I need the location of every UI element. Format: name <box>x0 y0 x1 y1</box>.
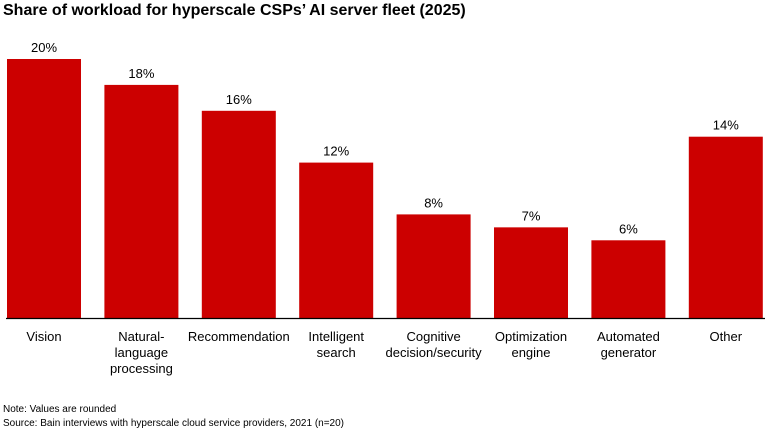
category-label: Cognitive decision/security <box>385 329 482 360</box>
bar <box>299 162 374 318</box>
data-label: 6% <box>619 221 638 236</box>
data-label: 12% <box>323 144 349 159</box>
source-text: Source: Bain interviews with hyperscale … <box>3 418 345 429</box>
data-label: 7% <box>522 208 541 223</box>
category-label: Vision <box>26 329 62 344</box>
category-label: Natural- language processing <box>109 329 173 376</box>
data-label: 16% <box>226 92 252 107</box>
category-label: Recommendation <box>187 329 290 344</box>
bar <box>494 227 568 318</box>
bar <box>688 136 763 318</box>
category-label: Other <box>709 329 743 344</box>
bar <box>396 214 471 318</box>
bar <box>201 110 276 318</box>
data-label: 14% <box>713 118 739 133</box>
category-label: Automated generator <box>596 329 660 360</box>
data-label: 8% <box>424 195 443 210</box>
bar <box>591 240 666 318</box>
note-text: Note: Values are rounded <box>3 404 117 415</box>
data-label: 18% <box>128 66 154 81</box>
category-label: Intelligent search <box>308 329 365 360</box>
bar <box>104 84 179 319</box>
category-label: Optimization engine <box>494 329 568 360</box>
chart-title: Share of workload for hyperscale CSPs’ A… <box>3 2 466 19</box>
data-label: 20% <box>31 40 57 55</box>
bar <box>7 59 81 318</box>
